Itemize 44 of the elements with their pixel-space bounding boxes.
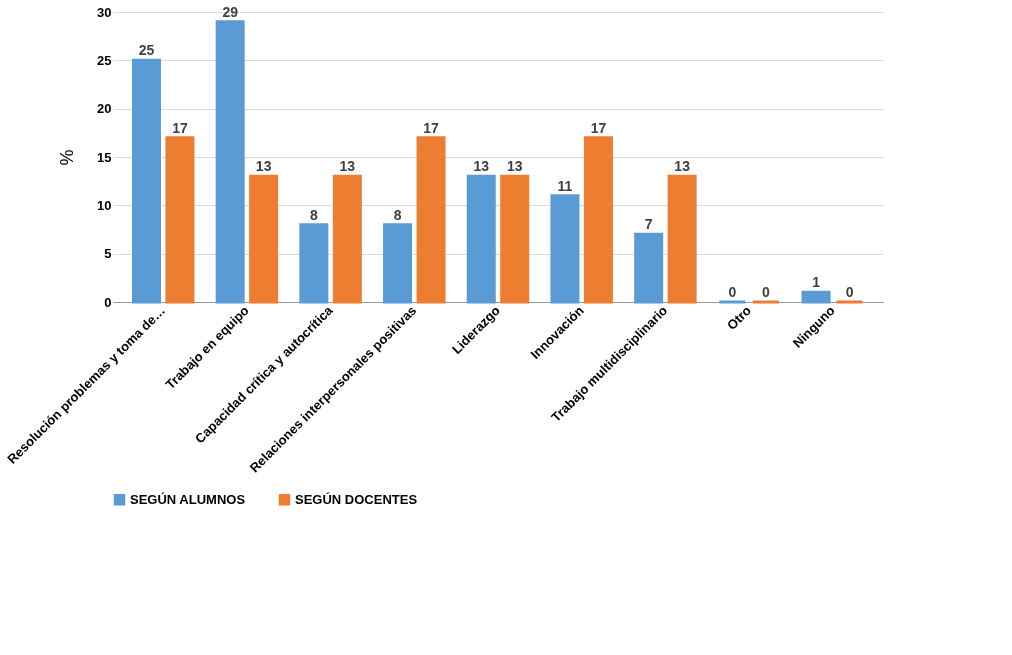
data-label: 17: [590, 119, 607, 136]
data-label: 17: [172, 119, 188, 136]
data-label: 13: [674, 158, 691, 175]
bar: [416, 136, 446, 304]
bar: [131, 58, 161, 304]
y-tick-label: 15: [97, 149, 112, 165]
bar: [500, 174, 530, 304]
y-tick-label: 20: [97, 101, 112, 117]
data-label: 13: [255, 158, 272, 175]
bar: [466, 174, 496, 304]
bar: [583, 136, 613, 304]
y-tick-label: 10: [97, 197, 112, 213]
bar: [801, 290, 831, 304]
y-tick-label: 5: [104, 246, 112, 262]
bar: [215, 20, 245, 304]
bar: [165, 136, 195, 304]
data-label: 8: [309, 206, 318, 223]
data-label: 17: [423, 119, 440, 136]
data-label: 13: [339, 158, 356, 175]
y-tick-label: 0: [104, 294, 112, 310]
data-label: 0: [728, 284, 737, 300]
data-label: 29: [222, 3, 239, 20]
y-tick-label: 30: [97, 4, 112, 20]
bar: [383, 223, 413, 304]
bar: [634, 232, 664, 304]
y-axis-title: %: [57, 149, 78, 166]
data-label: 0: [845, 284, 854, 300]
bar: [299, 223, 329, 304]
legend-label: SEGÚN DOCENTES: [295, 491, 418, 507]
bar: [667, 174, 697, 304]
bar: [249, 174, 279, 304]
data-label: 11: [557, 177, 573, 194]
legend-label: SEGÚN ALUMNOS: [130, 491, 246, 507]
y-tick-label: 25: [97, 52, 112, 68]
bar: [550, 194, 580, 304]
data-label: 7: [644, 216, 653, 233]
data-label: 13: [473, 158, 490, 175]
data-label: 8: [393, 206, 402, 223]
data-label: 1: [812, 274, 821, 291]
data-label: 25: [138, 42, 155, 59]
x-tick-label: Otro: [724, 302, 755, 333]
data-label: 0: [761, 284, 770, 300]
data-label: 13: [506, 158, 523, 175]
bar: [332, 174, 362, 304]
